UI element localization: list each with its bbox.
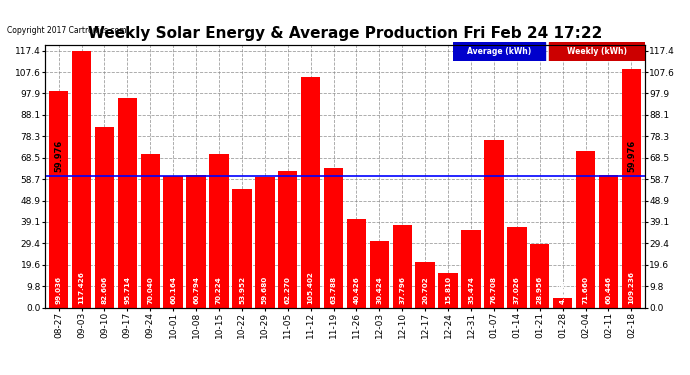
- Bar: [393, 225, 412, 308]
- Text: 95.714: 95.714: [124, 276, 130, 304]
- Text: 15.810: 15.810: [445, 276, 451, 304]
- Bar: [186, 174, 206, 308]
- Text: 28.956: 28.956: [537, 276, 543, 304]
- Text: 20.702: 20.702: [422, 276, 428, 304]
- Bar: [370, 241, 389, 308]
- Bar: [599, 175, 618, 308]
- Text: 109.236: 109.236: [629, 271, 634, 304]
- Text: 60.794: 60.794: [193, 276, 199, 304]
- Text: 63.788: 63.788: [331, 276, 337, 304]
- Title: Weekly Solar Energy & Average Production Fri Feb 24 17:22: Weekly Solar Energy & Average Production…: [88, 26, 602, 41]
- Text: 76.708: 76.708: [491, 276, 497, 304]
- Text: 70.224: 70.224: [216, 276, 222, 304]
- Bar: [622, 69, 641, 308]
- Text: 60.446: 60.446: [606, 276, 611, 304]
- Bar: [117, 98, 137, 308]
- Text: 82.606: 82.606: [101, 276, 108, 304]
- Bar: [209, 154, 228, 308]
- Text: 59.976: 59.976: [54, 140, 63, 172]
- Bar: [72, 51, 91, 308]
- Text: 59.976: 59.976: [627, 140, 636, 172]
- Text: 35.474: 35.474: [468, 276, 474, 304]
- Bar: [438, 273, 458, 308]
- Bar: [530, 244, 549, 308]
- Text: 70.040: 70.040: [147, 276, 153, 304]
- Text: 71.660: 71.660: [582, 276, 589, 304]
- Bar: [232, 189, 252, 308]
- Bar: [553, 298, 573, 307]
- Bar: [462, 230, 481, 308]
- Bar: [576, 151, 595, 308]
- Text: 30.424: 30.424: [376, 276, 382, 304]
- Text: 59.680: 59.680: [262, 276, 268, 304]
- Bar: [346, 219, 366, 308]
- Text: Copyright 2017 Cartronics.com: Copyright 2017 Cartronics.com: [7, 26, 126, 35]
- Text: 60.164: 60.164: [170, 276, 176, 304]
- Text: 37.796: 37.796: [400, 276, 405, 304]
- Bar: [164, 176, 183, 308]
- Bar: [324, 168, 344, 308]
- Text: 117.426: 117.426: [79, 272, 84, 304]
- Bar: [484, 140, 504, 308]
- Bar: [278, 171, 297, 308]
- Text: 37.026: 37.026: [514, 276, 520, 304]
- Bar: [255, 177, 275, 308]
- Text: 105.402: 105.402: [308, 272, 314, 304]
- Bar: [141, 154, 160, 308]
- Bar: [49, 91, 68, 308]
- Bar: [301, 77, 320, 308]
- Text: 4.312: 4.312: [560, 282, 566, 304]
- Bar: [507, 226, 526, 308]
- Text: 62.270: 62.270: [285, 276, 290, 304]
- Bar: [95, 127, 114, 308]
- Text: 99.036: 99.036: [56, 276, 61, 304]
- Bar: [415, 262, 435, 308]
- Text: 40.426: 40.426: [353, 276, 359, 304]
- Text: 53.952: 53.952: [239, 276, 245, 304]
